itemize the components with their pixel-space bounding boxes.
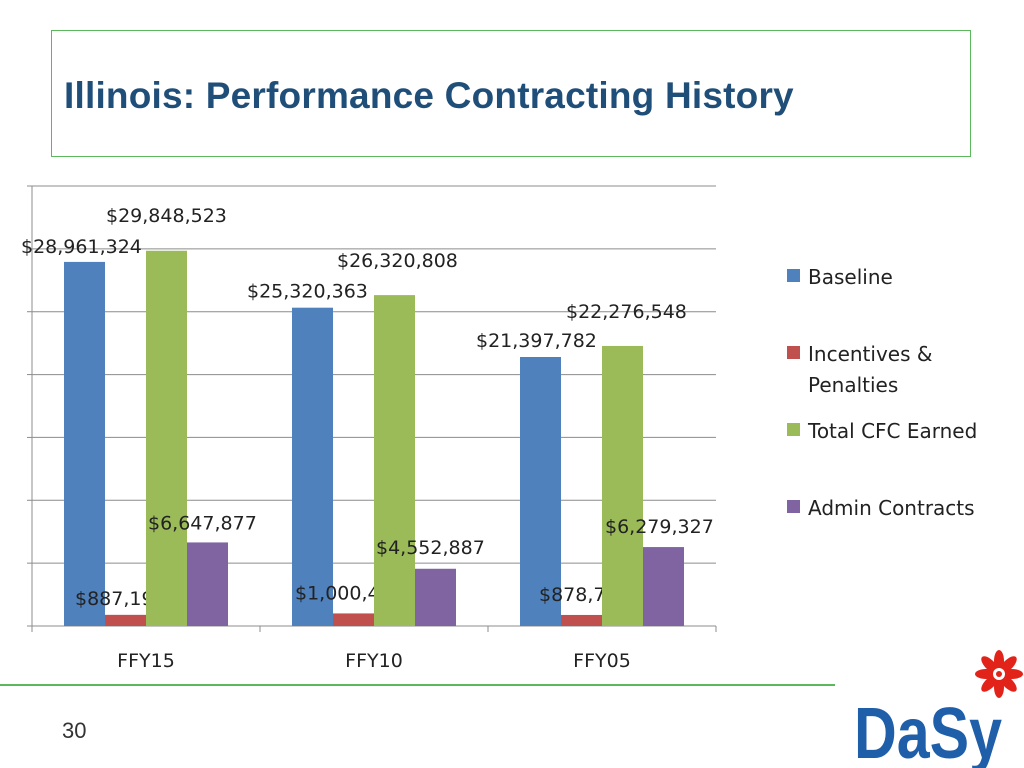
legend-item-total-cfc-earned: Total CFC Earned [787,416,998,447]
data-label: $21,397,782 [476,330,597,352]
data-label: $28,961,324 [21,236,142,258]
legend-swatch-admin-contracts [787,500,800,513]
data-label: $4,552,887 [376,537,485,559]
bar-ffy05-3 [643,547,684,626]
legend-item-baseline: Baseline [787,262,998,293]
x-tick-label: FFY10 [345,650,403,672]
data-label: $6,647,877 [148,512,257,534]
bar-ffy05-2 [602,345,643,626]
bar-ffy15-0 [64,261,105,626]
bar-ffy15-1 [105,614,146,626]
logo-text: DaSy [854,694,1002,768]
x-tick-label: FFY05 [573,650,631,672]
legend-item-admin-contracts: Admin Contracts [787,493,998,524]
flower-icon [975,650,1023,698]
data-label: $26,320,808 [337,250,458,272]
bar-ffy10-2 [374,295,415,626]
data-label: $887,199 [75,588,166,610]
bar-ffy15-3 [187,542,228,626]
dasy-logo: DaSy [854,650,1023,768]
bar-ffy05-0 [520,356,561,626]
bar-ffy10-0 [292,307,333,626]
legend-item-incentives-penalties: Incentives & Penalties [787,339,998,401]
legend-label: Admin Contracts [808,496,975,520]
bar-ffy10-3 [415,568,456,626]
data-label: $6,279,327 [605,516,714,538]
bar-ffy10-1 [333,613,374,626]
footer-divider [0,684,835,686]
data-label: $22,276,548 [566,301,687,323]
page-number: 30 [62,718,87,743]
title-box: Illinois: Performance Contracting Histor… [51,30,971,157]
legend-swatch-total-cfc-earned [787,423,800,436]
legend-swatch-incentives-penalties [787,346,800,359]
bar-ffy05-1 [561,614,602,626]
legend-swatch-baseline [787,269,800,282]
slide-title: Illinois: Performance Contracting Histor… [64,75,794,116]
legend-label: Incentives & Penalties [808,342,933,397]
data-label: $29,848,523 [106,205,227,227]
data-label: $25,320,363 [247,281,368,303]
legend-label: Total CFC Earned [808,419,978,443]
bar-ffy15-2 [146,250,187,627]
x-tick-label: FFY15 [117,650,175,672]
legend-label: Baseline [808,265,893,289]
